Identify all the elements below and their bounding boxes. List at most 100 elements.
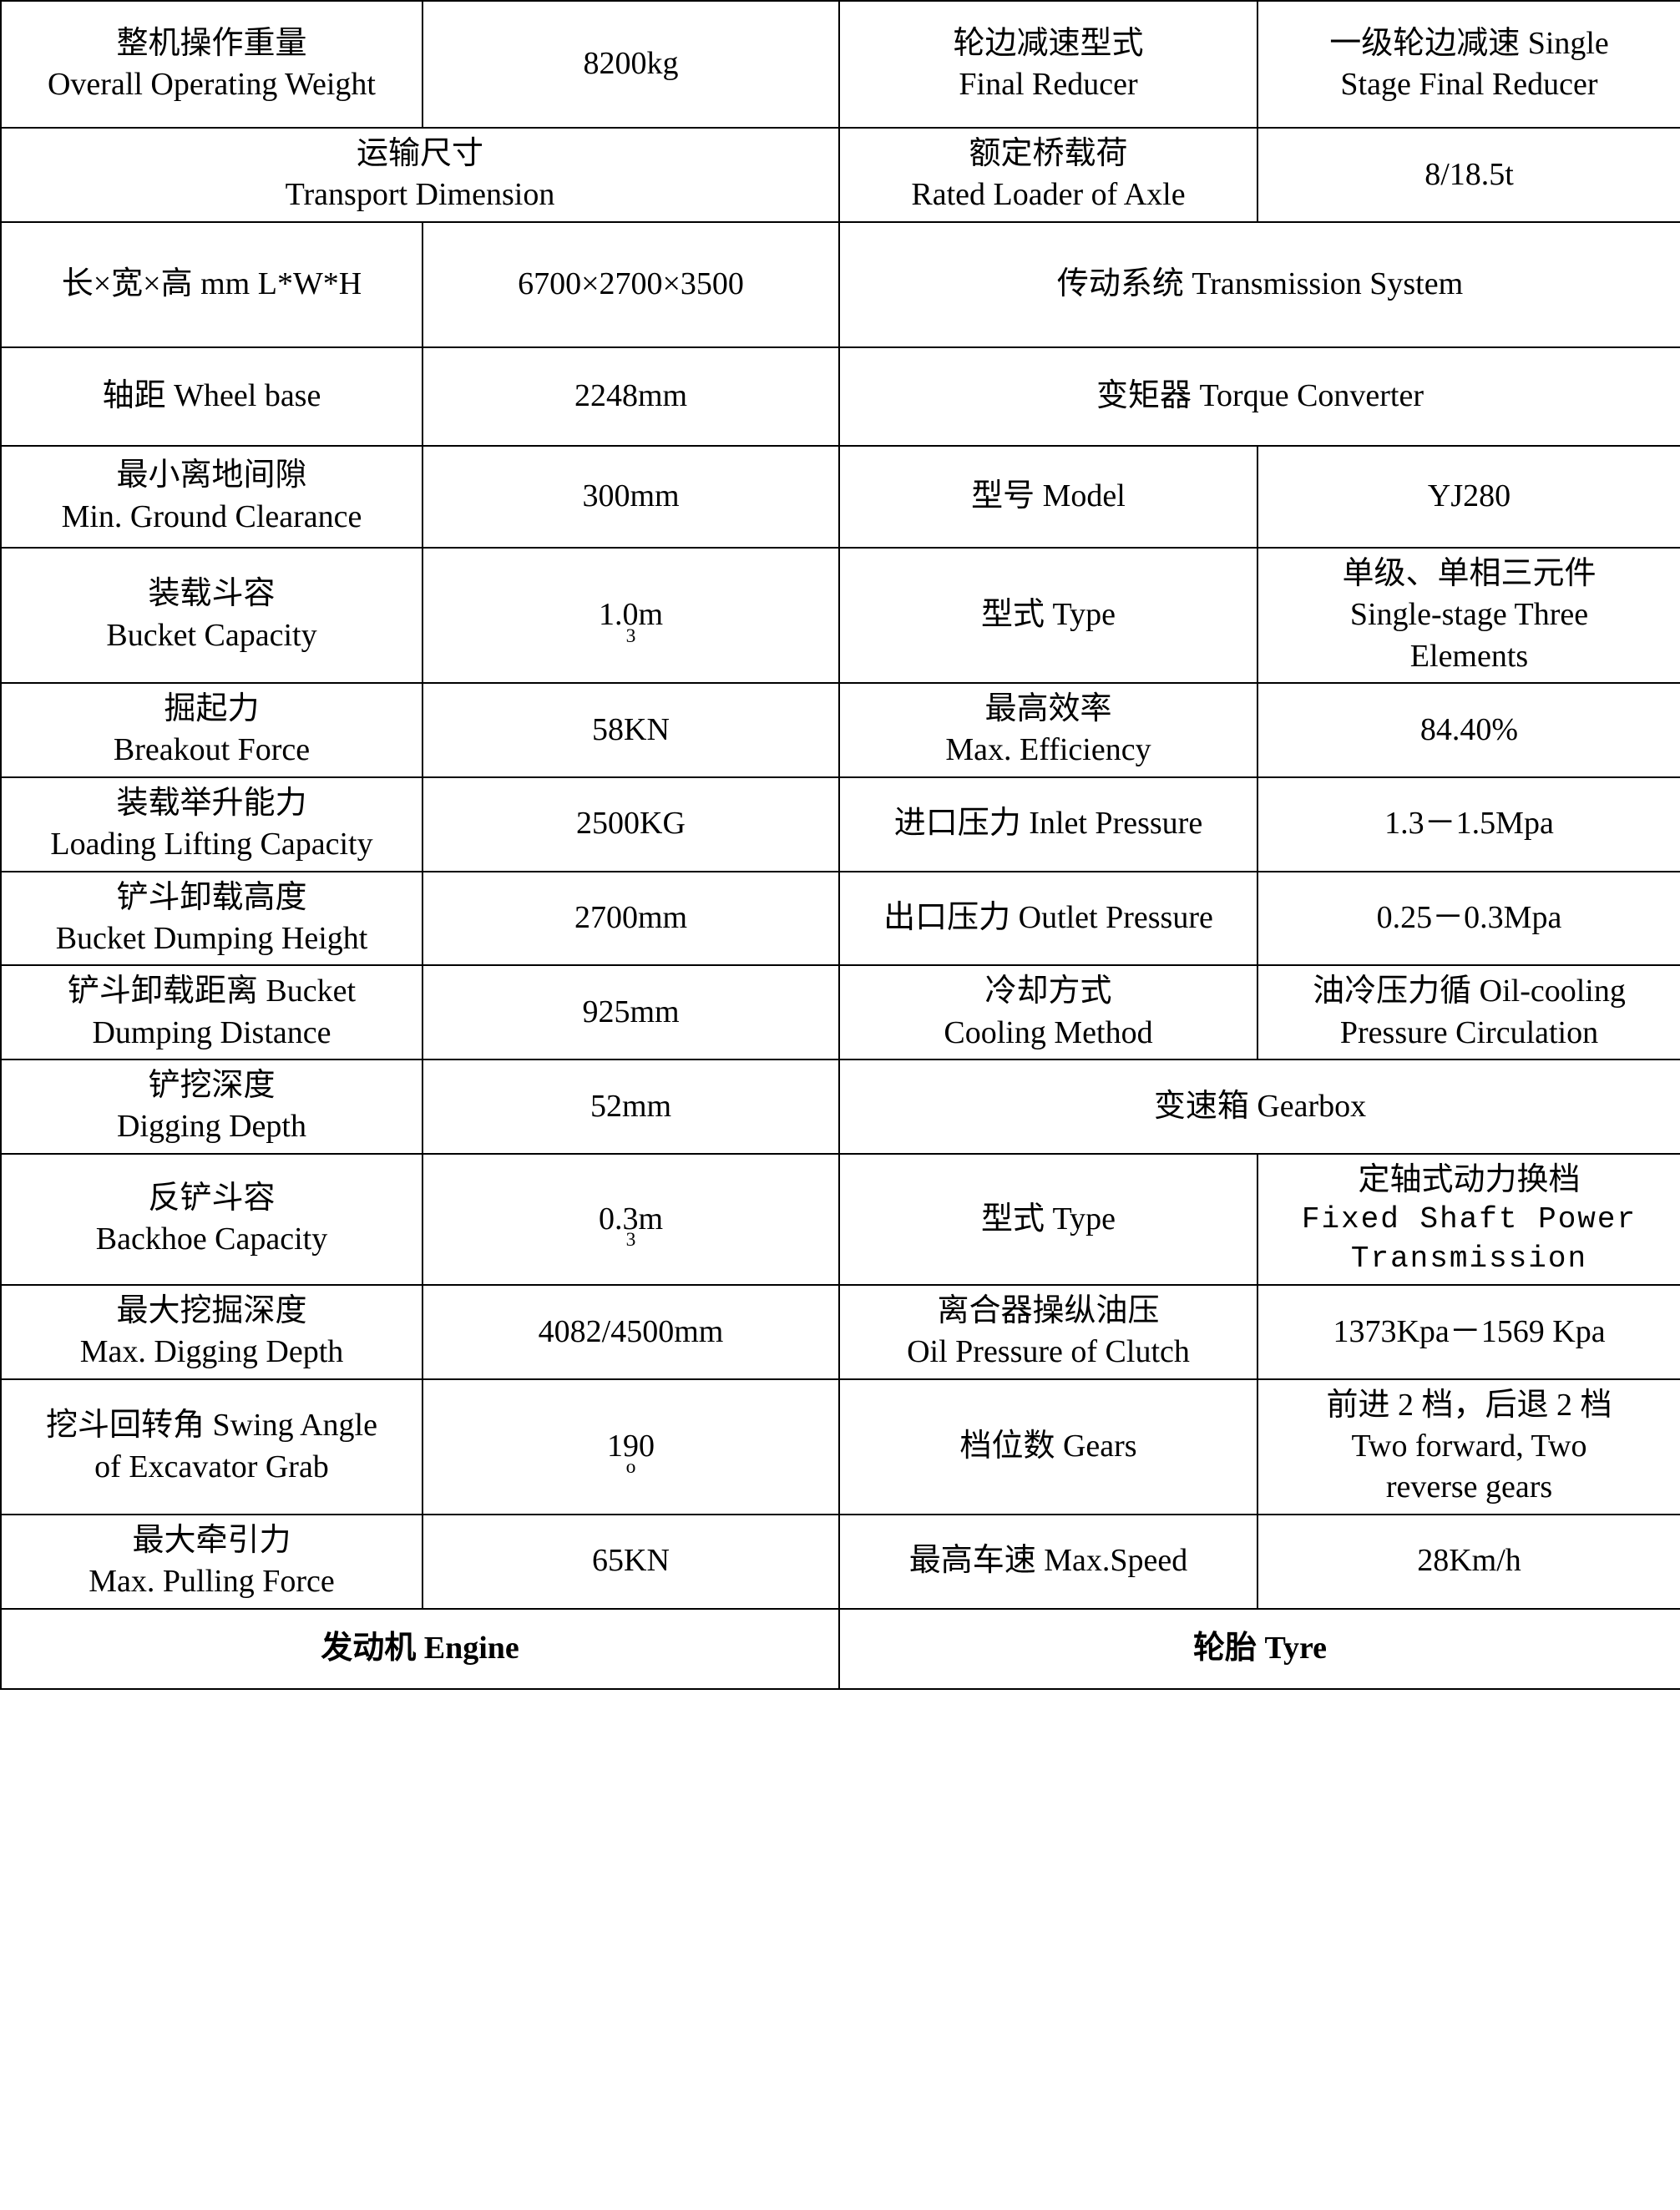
swing-angle-label-line-0: 挖斗回转角 Swing Angle [46,1408,377,1444]
torque-converter-model-label-line-0: 型号 Model [971,478,1126,514]
swing-angle-value: 190 o [422,1378,840,1515]
torque-converter-type-value-line-0: 单级、单相三元件 [1342,555,1597,591]
final-reducer-label: 轮边减速型式 Final Reducer [838,0,1258,129]
oil-pressure-of-clutch-value: 1373Kpa－1569 Kpa [1257,1283,1680,1380]
table-row: 运输尺寸 Transport Dimension 额定桥载荷 Rated Loader… [0,127,1680,223]
min-ground-clearance-value: 300mm [422,444,840,549]
dimension-lwh-value-line-0: 6700×2700×3500 [518,266,744,302]
gears-label-line-0: 档位数 Gears [959,1429,1137,1464]
bucket-capacity-label: 装载斗容 Bucket Capacity [0,546,423,684]
table-row: 发动机 Engine 轮胎 Tyre [0,1607,1680,1690]
outlet-pressure-label-line-0: 出口压力 Outlet Pressure [883,900,1213,936]
breakout-force-value-line-0: 58KN [592,711,670,747]
oil-pressure-of-clutch-label-line-0: 离合器操纵油压 [937,1292,1160,1328]
gearbox-type-value: 定轴式动力换档 Fixed Shaft Power Transmission [1257,1152,1680,1286]
max-digging-depth-value-line-0: 4082/4500mm [538,1313,724,1349]
rated-loader-of-axle-value: 8/18.5t [1257,127,1680,223]
torque-converter-header: 变矩器 Torque Converter [838,346,1680,447]
final-reducer-value-line-0: 一级轮边减速 Single [1329,25,1609,61]
rated-loader-of-axle-label-line-0: 额定桥载荷 [969,136,1128,171]
table-row: 最大挖掘深度 Max. Digging Depth 4082/4500mm 离合器操纵… [0,1283,1680,1380]
torque-converter-type-label: 型式 Type [838,546,1258,684]
max-efficiency-label-line-1: Max. Efficiency [945,732,1151,768]
bucket-capacity-value: 1.0m 3 [422,546,840,684]
gearbox-type-label: 型式 Type [838,1152,1258,1286]
max-efficiency-label-line-0: 最高效率 [984,690,1112,726]
engine-section-header: 发动机 Engine [0,1607,840,1690]
bucket-dumping-distance-label-line-0: 铲斗卸载距离 Bucket [67,974,357,1009]
bucket-dumping-height-label-line-1: Bucket Dumping Height [55,920,368,956]
engine-section-header-line-0: 发动机 Engine [321,1630,519,1666]
digging-depth-label: 铲挖深度 Digging Depth [0,1059,423,1155]
bucket-capacity-label-line-1: Bucket Capacity [106,617,317,653]
specification-table: 整机操作重量 Overall Operating Weight 8200kg 轮边减速… [0,0,1680,1690]
digging-depth-label-line-0: 铲挖深度 [148,1068,276,1104]
transmission-system-header: 传动系统 Transmission System [838,220,1680,348]
table-row: 掘起力 Breakout Force 58KN 最高效率 Max. Efficiency… [0,681,1680,778]
rated-loader-of-axle-value-line-0: 8/18.5t [1424,156,1514,192]
backhoe-capacity-label-line-1: Backhoe Capacity [95,1221,328,1257]
cooling-method-label-line-1: Cooling Method [944,1014,1153,1050]
overall-operating-weight-value-line-0: 8200kg [583,46,679,82]
cooling-method-label-line-0: 冷却方式 [984,974,1112,1009]
max-speed-label-line-0: 最高车速 Max.Speed [908,1543,1188,1579]
digging-depth-value: 52mm [422,1059,840,1155]
backhoe-capacity-value: 0.3m 3 [422,1152,840,1286]
max-speed-value: 28Km/h [1257,1513,1680,1610]
breakout-force-label: 掘起力 Breakout Force [0,681,423,778]
gears-value-line-0: 前进 2 档，后退 2 档 [1326,1387,1612,1423]
table-row: 轴距 Wheel base 2248mm 变矩器 Torque Converter [0,346,1680,447]
gearbox-header: 变速箱 Gearbox [838,1059,1680,1155]
gears-label: 档位数 Gears [838,1378,1258,1515]
transmission-system-header-line-0: 传动系统 Transmission System [1056,266,1464,302]
max-pulling-force-value: 65KN [422,1513,840,1610]
gears-value-line-1: Two forward, Two [1351,1429,1587,1464]
torque-converter-type-value-line-1: Single-stage Three [1349,597,1589,633]
outlet-pressure-value: 0.25－0.3Mpa [1257,870,1680,967]
oil-pressure-of-clutch-value-line-0: 1373Kpa－1569 Kpa [1333,1313,1606,1349]
table-row: 装载举升能力 Loading Lifting Capacity 2500KG 进口压力… [0,776,1680,872]
torque-converter-model-value-line-0: YJ280 [1427,478,1511,514]
torque-converter-type-label-line-0: 型式 Type [981,597,1116,633]
transport-dimension-header: 运输尺寸 Transport Dimension [0,127,840,223]
gears-value-line-2: reverse gears [1385,1469,1553,1505]
bucket-dumping-distance-value-line-0: 925mm [582,994,680,1029]
bucket-dumping-height-label: 铲斗卸载高度 Bucket Dumping Height [0,870,423,967]
overall-operating-weight-label: 整机操作重量 Overall Operating Weight [0,0,423,129]
gears-value: 前进 2 档，后退 2 档 Two forward, Two reverse gea… [1257,1378,1680,1515]
overall-operating-weight-value: 8200kg [422,0,840,129]
inlet-pressure-label: 进口压力 Inlet Pressure [838,776,1258,872]
table-row: 最小离地间隙 Min. Ground Clearance 300mm 型号 Model… [0,444,1680,549]
bucket-capacity-label-line-0: 装载斗容 [148,576,276,612]
max-pulling-force-label-line-1: Max. Pulling Force [89,1564,335,1600]
table-row: 长×宽×高 mm L*W*H 6700×2700×3500 传动系统 Transmi… [0,220,1680,348]
torque-converter-header-line-0: 变矩器 Torque Converter [1096,378,1424,414]
table-row: 反铲斗容 Backhoe Capacity 0.3m 3 型式 Type 定轴式动力换档 F… [0,1152,1680,1286]
gearbox-header-line-0: 变速箱 Gearbox [1153,1088,1367,1124]
oil-pressure-of-clutch-label: 离合器操纵油压 Oil Pressure of Clutch [838,1283,1258,1380]
table-row: 整机操作重量 Overall Operating Weight 8200kg 轮边减速… [0,0,1680,129]
loading-lifting-capacity-label-line-1: Loading Lifting Capacity [50,827,373,862]
backhoe-capacity-label-line-0: 反铲斗容 [148,1180,276,1216]
breakout-force-label-line-0: 掘起力 [164,690,260,726]
cooling-method-label: 冷却方式 Cooling Method [838,964,1258,1061]
min-ground-clearance-value-line-0: 300mm [582,478,680,514]
table-row: 最大牵引力 Max. Pulling Force 65KN 最高车速 Max.Spee… [0,1513,1680,1610]
tyre-section-header: 轮胎 Tyre [838,1607,1680,1690]
dimension-lwh-label-line-0: 长×宽×高 mm L*W*H [61,266,362,302]
dimension-lwh-value: 6700×2700×3500 [422,220,840,348]
tyre-section-header-line-0: 轮胎 Tyre [1192,1630,1328,1666]
torque-converter-model-value: YJ280 [1257,444,1680,549]
breakout-force-label-line-1: Breakout Force [113,732,311,768]
max-efficiency-label: 最高效率 Max. Efficiency [838,681,1258,778]
gearbox-type-label-line-0: 型式 Type [981,1201,1116,1236]
max-efficiency-value-line-0: 84.40% [1419,711,1519,747]
inlet-pressure-value-line-0: 1.3－1.5Mpa [1384,806,1554,842]
cooling-method-value-line-0: 油冷压力循 Oil-cooling [1313,974,1626,1009]
min-ground-clearance-label-line-0: 最小离地间隙 [116,458,307,493]
table-row: 铲挖深度 Digging Depth 52mm 变速箱 Gearbox [0,1059,1680,1155]
wheel-base-value: 2248mm [422,346,840,447]
final-reducer-value: 一级轮边减速 Single Stage Final Reducer [1257,0,1680,129]
min-ground-clearance-label-line-1: Min. Ground Clearance [61,498,362,534]
final-reducer-label-line-0: 轮边减速型式 [953,25,1144,61]
